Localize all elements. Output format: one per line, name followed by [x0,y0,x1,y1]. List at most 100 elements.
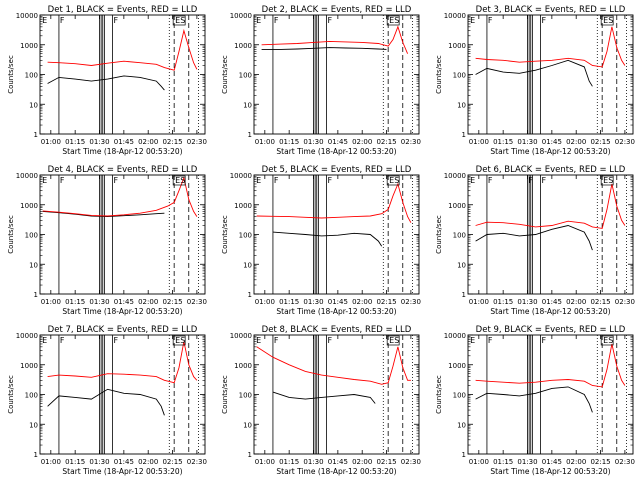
plot-frame [253,334,420,455]
plot-frame [39,334,206,455]
annotation-box [600,175,614,186]
series-line-lld [475,183,626,229]
plot-frame [467,334,634,455]
x-tick-label: 01:00 [255,138,275,146]
x-tick-label: 02:15 [162,138,182,146]
annotation-label: ES [603,336,613,345]
x-tick-label: 01:00 [41,458,61,466]
y-tick-label: 10000 [444,12,466,20]
y-tick-label: 1 [34,291,38,299]
y-tick-label: 10 [457,421,466,429]
y-axis-label: Counts/sec [7,215,15,254]
x-tick-label: 01:45 [328,458,348,466]
panel-det-4: Det 4, BLACK = Events, RED = LLD Counts/s… [7,165,207,316]
y-tick-label: 100 [25,232,38,240]
annotation-label: F [327,16,332,25]
y-tick-label: 10 [457,101,466,109]
annotation-label: E [470,16,475,25]
annotation-label: F [274,176,279,185]
annotation-box [386,175,400,186]
x-axis-label: Start Time (18-Apr-12 00:53:20) [62,147,182,156]
panel-det-9: Det 9, BLACK = Events, RED = LLD Counts/s… [435,325,635,476]
y-tick-label: 1000 [448,362,466,370]
annotation-box [600,335,614,346]
series-line-events [47,388,165,416]
x-tick-label: 01:00 [255,298,275,306]
annotation-label: F [113,336,118,345]
x-tick-label: 02:30 [401,138,421,146]
x-tick-label: 02:00 [352,458,372,466]
y-tick-label: 100 [25,72,38,80]
annotation-label: F [488,16,493,25]
panel-title: Det 7, BLACK = Events, RED = LLD [48,325,198,335]
x-tick-label: 01:45 [114,138,134,146]
x-tick-label: 02:30 [187,458,207,466]
panel-det-3: Det 3, BLACK = Events, RED = LLD Counts/s… [435,5,635,156]
x-tick-label: 01:30 [89,138,109,146]
x-tick-label: 02:30 [615,298,635,306]
y-tick-label: 1000 [234,202,252,210]
x-tick-label: 01:00 [255,458,275,466]
x-tick-label: 01:00 [469,138,489,146]
x-tick-label: 02:00 [566,298,586,306]
x-axis-label: Start Time (18-Apr-12 00:53:20) [276,307,396,316]
x-tick-label: 01:15 [493,138,513,146]
y-axis-label: Counts/sec [221,215,229,254]
y-tick-label: 10000 [444,172,466,180]
series-line-events [261,47,387,50]
y-tick-label: 10 [243,421,252,429]
panel-det-7: Det 7, BLACK = Events, RED = LLD Counts/s… [7,325,207,476]
panel-title: Det 6, BLACK = Events, RED = LLD [476,165,626,175]
x-tick-label: 01:30 [303,458,323,466]
y-tick-label: 10000 [16,12,38,20]
series-line-lld [42,176,198,217]
panel-det-8: Det 8, BLACK = Events, RED = LLD Counts/s… [221,325,421,476]
series-line-lld [475,343,626,388]
y-tick-label: 1000 [234,362,252,370]
series-line-lld [256,346,411,385]
y-tick-label: 10000 [230,332,252,340]
x-tick-label: 01:15 [65,458,85,466]
x-tick-label: 01:15 [65,138,85,146]
annotation-label: F [541,176,546,185]
y-tick-label: 1 [34,131,38,139]
annotation-label: E [42,336,47,345]
annotation-label: E [256,16,261,25]
annotation-label: F [274,336,279,345]
y-tick-label: 10000 [16,332,38,340]
annotation-label: E [256,176,261,185]
y-axis-label: Counts/sec [221,375,229,414]
annotation-label: F [113,16,118,25]
y-tick-label: 10 [243,101,252,109]
panel-title: Det 4, BLACK = Events, RED = LLD [48,165,198,175]
x-tick-label: 02:30 [187,298,207,306]
y-tick-label: 10000 [230,172,252,180]
y-axis-label: Counts/sec [221,55,229,94]
annotation-label: F [488,336,493,345]
x-axis-label: Start Time (18-Apr-12 00:53:20) [62,467,182,476]
y-tick-label: 10 [243,261,252,269]
x-axis-label: Start Time (18-Apr-12 00:53:20) [62,307,182,316]
x-axis-label: Start Time (18-Apr-12 00:53:20) [490,147,610,156]
annotation-label: ES [389,176,399,185]
panel-det-6: Det 6, BLACK = Events, RED = LLD Counts/s… [435,165,635,316]
x-tick-label: 02:15 [376,138,396,146]
y-axis-label: Counts/sec [7,55,15,94]
x-axis-label: Start Time (18-Apr-12 00:53:20) [490,307,610,316]
y-tick-label: 100 [453,392,466,400]
panel-title: Det 9, BLACK = Events, RED = LLD [476,325,626,335]
annotation-label: ES [389,16,399,25]
panel-title: Det 8, BLACK = Events, RED = LLD [262,325,412,335]
y-tick-label: 10000 [444,332,466,340]
x-tick-label: 02:00 [352,298,372,306]
annotation-box [386,15,400,26]
x-tick-label: 01:30 [303,138,323,146]
x-tick-label: 02:30 [615,138,635,146]
plot-frame [253,174,420,295]
x-axis-label: Start Time (18-Apr-12 00:53:20) [490,467,610,476]
annotation-box [386,335,400,346]
x-tick-label: 01:45 [542,298,562,306]
series-line-lld [475,26,626,68]
series-line-events [475,225,593,251]
x-tick-label: 02:30 [187,138,207,146]
